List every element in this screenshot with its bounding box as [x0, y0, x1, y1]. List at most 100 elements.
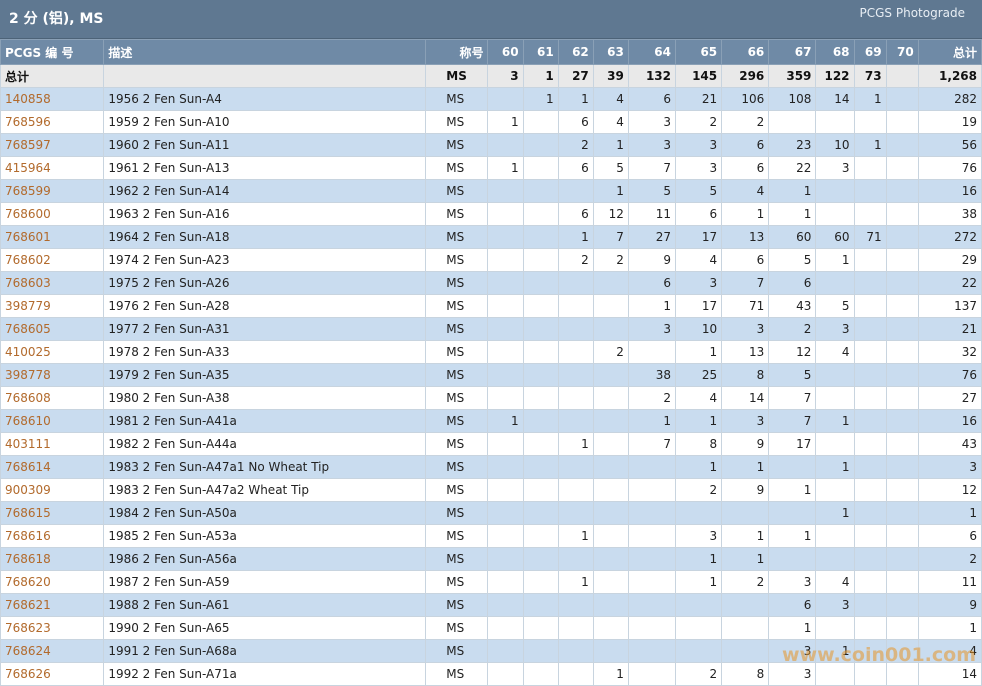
count-cell-67: 23	[768, 133, 817, 157]
col-header-pcgs-number[interactable]: PCGS 编 号	[0, 39, 105, 65]
count-cell-62	[557, 639, 594, 663]
pcgs-number-link[interactable]: 768608	[0, 386, 105, 410]
designation-cell: MS	[425, 363, 489, 387]
count-cell-60	[487, 386, 524, 410]
col-header-grade-60[interactable]: 60	[487, 39, 524, 65]
count-cell-62: 1	[557, 225, 594, 249]
count-cell-68	[815, 524, 855, 548]
col-header-grade-61[interactable]: 61	[522, 39, 559, 65]
col-header-grade-64[interactable]: 64	[627, 39, 677, 65]
pcgs-number-link[interactable]: 398779	[0, 294, 105, 318]
count-cell-62: 1	[557, 432, 594, 456]
count-cell-66: 13	[721, 340, 770, 364]
pcgs-number-link[interactable]: 768615	[0, 501, 105, 525]
pcgs-number-link[interactable]: 403111	[0, 432, 105, 456]
col-header-grade-65[interactable]: 65	[674, 39, 723, 65]
count-cell-70	[885, 133, 919, 157]
count-cell-62: 6	[557, 202, 594, 226]
pcgs-number-link[interactable]: 768614	[0, 455, 105, 479]
count-cell-61	[522, 409, 559, 433]
col-header-grade-62[interactable]: 62	[557, 39, 594, 65]
pcgs-number-link[interactable]: 768602	[0, 248, 105, 272]
total-count-61: 1	[522, 64, 559, 88]
pcgs-number-link[interactable]: 768601	[0, 225, 105, 249]
pcgs-number-link[interactable]: 768616	[0, 524, 105, 548]
pcgs-number-link[interactable]: 768610	[0, 409, 105, 433]
pcgs-number-link[interactable]: 768597	[0, 133, 105, 157]
count-cell-69	[853, 570, 887, 594]
col-header-grade-69[interactable]: 69	[853, 39, 887, 65]
pcgs-number-link[interactable]: 768624	[0, 639, 105, 663]
col-header-grade-66[interactable]: 66	[721, 39, 770, 65]
pcgs-number-link[interactable]: 768623	[0, 616, 105, 640]
pcgs-number-link[interactable]: 900309	[0, 478, 105, 502]
count-cell-68: 10	[815, 133, 855, 157]
designation-cell: MS	[425, 156, 489, 180]
count-cell-64	[627, 478, 677, 502]
col-header-total[interactable]: 总计	[917, 39, 982, 65]
row-total-cell: 14	[917, 662, 982, 686]
count-cell-68: 1	[815, 639, 855, 663]
coin-description: 1975 2 Fen Sun-A26	[103, 271, 427, 295]
pcgs-number-link[interactable]: 768605	[0, 317, 105, 341]
designation-cell: MS	[425, 478, 489, 502]
count-cell-63	[592, 570, 629, 594]
pcgs-number-link[interactable]: 768599	[0, 179, 105, 203]
count-cell-66: 6	[721, 156, 770, 180]
count-cell-63	[592, 547, 629, 571]
count-cell-70	[885, 340, 919, 364]
count-cell-68: 3	[815, 156, 855, 180]
designation-cell: MS	[425, 87, 489, 111]
count-cell-60	[487, 501, 524, 525]
coin-description: 1986 2 Fen Sun-A56a	[103, 547, 427, 571]
pcgs-number-link[interactable]: 768603	[0, 271, 105, 295]
coin-description: 1963 2 Fen Sun-A16	[103, 202, 427, 226]
col-header-grade-63[interactable]: 63	[592, 39, 629, 65]
row-total-cell: 16	[917, 179, 982, 203]
count-cell-65	[674, 639, 723, 663]
coin-description: 1988 2 Fen Sun-A61	[103, 593, 427, 617]
pcgs-number-link[interactable]: 140858	[0, 87, 105, 111]
count-cell-61	[522, 616, 559, 640]
count-cell-63: 1	[592, 133, 629, 157]
count-cell-70	[885, 478, 919, 502]
count-cell-67: 1	[768, 179, 817, 203]
count-cell-67: 7	[768, 386, 817, 410]
col-header-grade-70[interactable]: 70	[885, 39, 919, 65]
table-row: 415964 1961 2 Fen Sun-A13 MS 1 6 5 7 3 6 22 3 76	[0, 156, 982, 180]
count-cell-64	[627, 639, 677, 663]
count-cell-63: 2	[592, 340, 629, 364]
count-cell-62: 1	[557, 87, 594, 111]
row-total-cell: 19	[917, 110, 982, 134]
pcgs-number-link[interactable]: 415964	[0, 156, 105, 180]
count-cell-69	[853, 340, 887, 364]
count-cell-63	[592, 524, 629, 548]
count-cell-64: 7	[627, 156, 677, 180]
pcgs-number-link[interactable]: 410025	[0, 340, 105, 364]
table-row: 768608 1980 2 Fen Sun-A38 MS 2 4 14 7 27	[0, 386, 982, 410]
col-header-grade-68[interactable]: 68	[815, 39, 855, 65]
col-header-designation[interactable]: 称号	[425, 39, 489, 65]
pcgs-number-link[interactable]: 768621	[0, 593, 105, 617]
count-cell-70	[885, 570, 919, 594]
pcgs-number-link[interactable]: 768618	[0, 547, 105, 571]
pcgs-number-link[interactable]: 768626	[0, 662, 105, 686]
count-cell-66: 4	[721, 179, 770, 203]
col-header-description[interactable]: 描述	[103, 39, 427, 65]
coin-description: 1959 2 Fen Sun-A10	[103, 110, 427, 134]
table-row: 900309 1983 2 Fen Sun-A47a2 Wheat Tip MS 2 9…	[0, 478, 982, 502]
designation-cell: MS	[425, 340, 489, 364]
count-cell-60	[487, 616, 524, 640]
pcgs-number-link[interactable]: 768596	[0, 110, 105, 134]
count-cell-60	[487, 202, 524, 226]
row-total-cell: 22	[917, 271, 982, 295]
count-cell-69	[853, 294, 887, 318]
count-cell-65: 17	[674, 225, 723, 249]
count-cell-64	[627, 524, 677, 548]
pcgs-number-link[interactable]: 768600	[0, 202, 105, 226]
pcgs-number-link[interactable]: 398778	[0, 363, 105, 387]
designation-cell: MS	[425, 294, 489, 318]
count-cell-60	[487, 294, 524, 318]
col-header-grade-67[interactable]: 67	[768, 39, 817, 65]
pcgs-number-link[interactable]: 768620	[0, 570, 105, 594]
